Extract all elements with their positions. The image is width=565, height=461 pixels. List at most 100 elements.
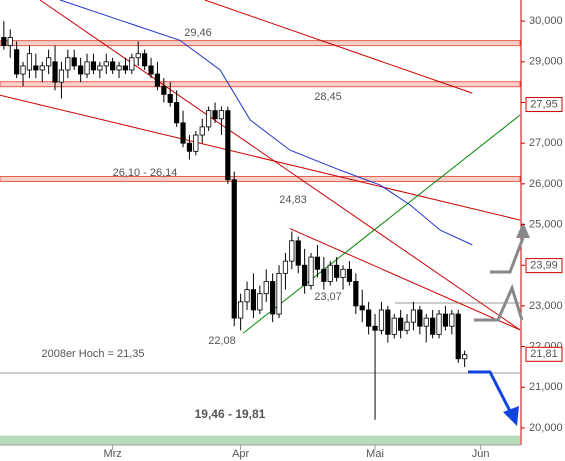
candle-body (186, 142, 193, 152)
candle-body (199, 126, 205, 136)
y-tick-label: 30,000 (529, 15, 563, 27)
moving-average (59, 0, 473, 246)
candle-body (276, 272, 282, 315)
candle-body (423, 317, 429, 327)
candle-body (71, 57, 77, 67)
candle-body (231, 179, 237, 319)
trendline (242, 114, 521, 334)
candle-body (436, 313, 442, 335)
candle-body (404, 321, 410, 331)
candle-body (263, 281, 269, 295)
candle-body (353, 281, 359, 307)
candle-body (103, 61, 109, 67)
candle-body (1, 37, 7, 46)
trendline (0, 94, 521, 221)
candle-body (33, 65, 39, 71)
price-tag (525, 346, 563, 362)
candle-body (129, 57, 135, 71)
x-tick-label: Mrz (103, 448, 121, 460)
candle-body (174, 102, 180, 124)
candle-body (78, 65, 84, 75)
candle-body (135, 53, 141, 59)
price-tag-label: 21,81 (530, 348, 558, 360)
candle-body (449, 313, 455, 327)
candle-body (417, 309, 423, 327)
candle-body (314, 256, 321, 270)
candle-body (282, 260, 289, 274)
y-tick-label: 21,000 (529, 381, 563, 393)
candle-body (39, 65, 45, 71)
candle-body (97, 65, 103, 71)
candle-body (84, 61, 90, 75)
candle-body (340, 268, 346, 278)
y-tick-label: 29,000 (529, 56, 563, 68)
resistance-band (0, 175, 521, 182)
candle-body (238, 301, 244, 319)
candle-body (257, 293, 263, 311)
level-label: 2008er Hoch = 21,35 (41, 348, 144, 360)
candle-body (14, 49, 20, 75)
price-tag (525, 97, 563, 113)
x-tick-label: Jun (472, 448, 490, 460)
price-tag-label: 23,99 (530, 260, 558, 272)
y-tick-label: 27,000 (529, 137, 563, 149)
blue-arrow (468, 370, 519, 426)
price-tag-label: 27,95 (530, 98, 558, 110)
x-tick-label: Apr (232, 448, 249, 460)
candle-body (206, 110, 212, 128)
candle-body (366, 309, 372, 327)
candle-body (378, 309, 385, 331)
candle-body (154, 73, 161, 87)
candle-body (372, 325, 378, 331)
y-tick-label: 20,000 (529, 422, 563, 434)
annotation: 24,83 (279, 194, 307, 206)
candle-body (52, 61, 58, 83)
candle-body (193, 134, 199, 152)
candle-body (270, 281, 276, 315)
level-label: 23,07 (314, 291, 342, 303)
candle-body (410, 309, 417, 323)
band-label: 26,10 - 26,14 (113, 167, 178, 179)
candle-body (334, 264, 340, 278)
y-tick-label: 25,000 (529, 218, 563, 230)
candle-body (167, 93, 173, 103)
candle-body (321, 268, 327, 282)
candle-body (302, 264, 308, 286)
plot-area (0, 0, 521, 445)
candle-body (46, 57, 52, 67)
candle-body (65, 57, 71, 71)
candle-body (90, 61, 97, 71)
candle-body (359, 305, 365, 311)
candle-body (122, 65, 129, 71)
candle-body (212, 110, 218, 120)
candle-body (442, 313, 449, 327)
candle-body (161, 85, 167, 95)
candle-body (327, 264, 333, 282)
candle-body (430, 317, 436, 335)
candle-body (385, 309, 391, 335)
resistance-band (0, 40, 521, 47)
candle-body (26, 53, 33, 71)
candle-body (180, 122, 186, 144)
candle-body (110, 61, 116, 71)
trendline (204, 0, 473, 94)
candle-body (58, 69, 65, 83)
support-zone (0, 435, 520, 445)
x-tick-label: Mai (366, 448, 384, 460)
price-tag (525, 258, 563, 274)
candle-body (391, 317, 397, 335)
annotation: 22,08 (208, 335, 236, 347)
trendline (39, 0, 521, 331)
candle-body (225, 110, 231, 181)
candle-body (244, 289, 250, 303)
candle-body (250, 289, 257, 311)
candle-body (148, 65, 154, 75)
candle-body (455, 313, 461, 360)
y-tick-label: 23,000 (529, 300, 563, 312)
candle-body (116, 65, 122, 71)
y-tick-label: 26,000 (529, 178, 563, 190)
candle-body (20, 65, 26, 75)
resistance-band (0, 81, 521, 88)
